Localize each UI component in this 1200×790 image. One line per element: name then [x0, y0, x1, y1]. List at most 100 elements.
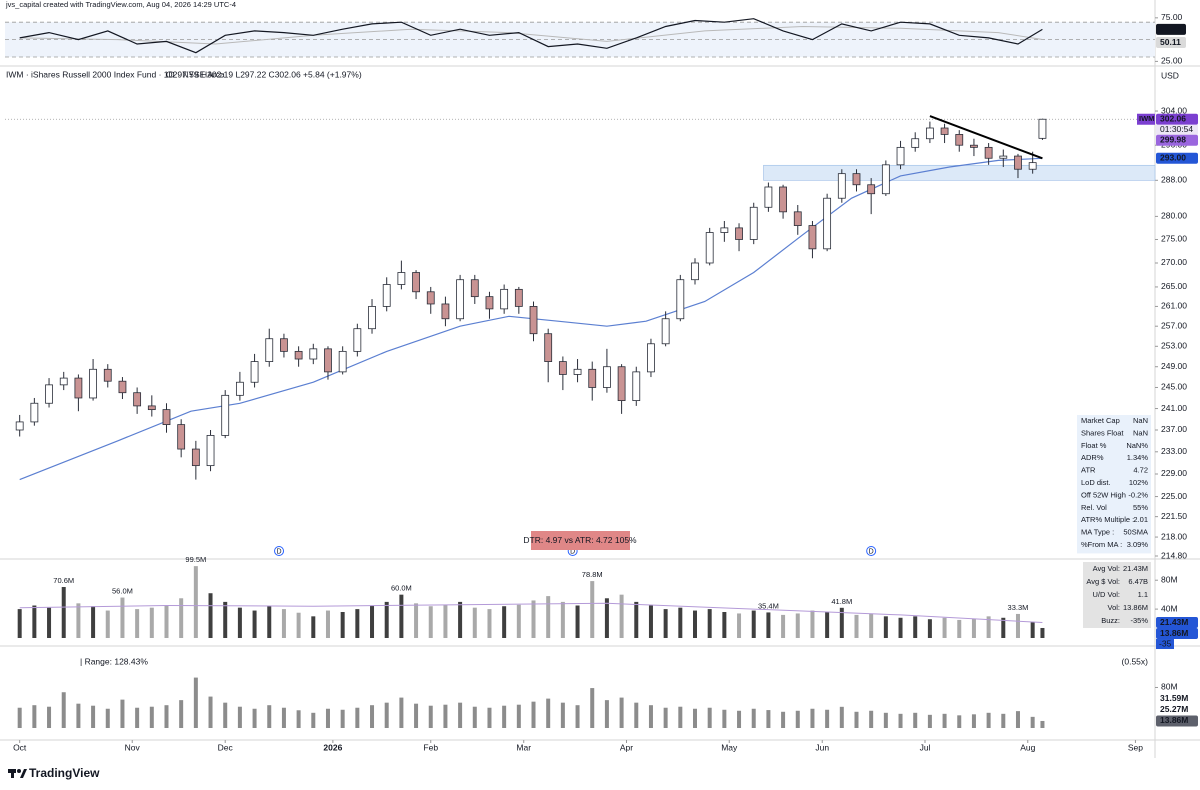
candle-body	[162, 409, 171, 426]
range-bar	[355, 707, 360, 728]
y-tick-label: 253.00	[1161, 341, 1187, 351]
y-tick-label: 275.00	[1161, 234, 1187, 244]
x-tick-label: Aug	[1020, 742, 1035, 752]
x-tick-label: Jun	[815, 742, 829, 752]
dividend-label: D	[570, 548, 575, 555]
y-tick-label: 40M	[1161, 603, 1178, 613]
candle-body	[1028, 162, 1037, 170]
dividend-label: D	[869, 548, 874, 555]
y-tick-label: 75.00	[1161, 12, 1183, 22]
candle-body	[382, 284, 391, 307]
volume-bar	[223, 601, 228, 638]
range-bar	[399, 697, 404, 728]
range-bar	[722, 709, 727, 728]
volume-bar	[854, 614, 859, 638]
candle-body	[837, 173, 846, 199]
stats-value: -0.2%	[1128, 490, 1148, 499]
x-tick-label: May	[721, 742, 738, 752]
range-bar	[340, 709, 345, 728]
stats-label: MA Type :	[1081, 528, 1114, 537]
x-tick-label: Sep	[1128, 742, 1143, 752]
volume-bar	[648, 605, 653, 638]
range-bar	[76, 703, 81, 728]
y-tick-label: 237.00	[1161, 424, 1187, 434]
range-bar	[942, 713, 947, 728]
volume-label: 35.4M	[758, 601, 779, 610]
volume-bar	[693, 610, 697, 638]
stats-box	[1077, 415, 1151, 554]
volume-label: 33.3M	[1008, 603, 1029, 612]
volume-bar	[91, 606, 96, 638]
range-bar	[428, 705, 433, 728]
stats-value: NaN	[1133, 416, 1148, 425]
range-bar	[252, 708, 257, 728]
range-bar	[516, 704, 521, 728]
stats-label: Rel. Vol	[1081, 503, 1107, 512]
candle-body	[294, 350, 303, 360]
candle-body	[485, 296, 494, 310]
y-tick-label: 80M	[1161, 574, 1178, 584]
symbol-tag: IWM	[1139, 114, 1154, 123]
range-bar	[487, 707, 492, 728]
candle-body	[705, 232, 714, 264]
stats-label: ATR% Multiple :	[1081, 515, 1134, 524]
range-bar	[751, 708, 756, 728]
candle-body	[823, 197, 832, 250]
rsi-line	[19, 18, 1043, 54]
dtr-box	[531, 531, 630, 550]
range-bar	[810, 708, 815, 728]
range-bar	[825, 709, 830, 728]
stats-label: Off 52W High	[1081, 490, 1126, 499]
volume-label: 70.6M	[53, 576, 74, 585]
candle-body	[59, 377, 68, 386]
candle-body	[661, 318, 670, 345]
volume-bar	[781, 614, 786, 638]
range-bar	[105, 708, 110, 728]
candle-body	[514, 288, 523, 307]
volume-stats-value: 1.1	[1138, 590, 1148, 599]
price-badge	[1156, 704, 1198, 716]
volume-ma	[19, 602, 1043, 623]
stats-label: ATR	[1081, 466, 1096, 475]
volume-bar	[267, 605, 272, 638]
range-bar	[927, 714, 932, 728]
volume-stats-label: Vol:	[1107, 603, 1120, 612]
x-tick-label: Mar	[516, 742, 531, 752]
candle-body	[691, 262, 699, 281]
range-bar	[311, 712, 316, 728]
stats-value: 1.34%	[1127, 453, 1149, 462]
y-tick-label: 225.00	[1161, 491, 1187, 501]
candle-body	[500, 288, 509, 310]
candle-body	[881, 164, 890, 195]
candle-body	[353, 328, 362, 352]
volume-stats-label: U/D Vol:	[1092, 590, 1120, 599]
volume-bar	[575, 605, 580, 638]
price-badge	[1156, 23, 1186, 35]
range-bar	[472, 706, 477, 728]
stats-label: Float %	[1081, 441, 1107, 450]
price-badge-label: 13.86M	[1160, 628, 1188, 638]
price-badge	[1156, 113, 1198, 125]
range-bar	[957, 715, 962, 728]
range-bar	[135, 707, 140, 728]
logo-part	[11, 769, 14, 778]
volume-stats-box	[1083, 562, 1151, 628]
stats-value: 3.09%	[1127, 540, 1149, 549]
candle-body	[749, 206, 758, 240]
logo-part	[17, 769, 21, 773]
range-bar	[223, 702, 228, 728]
range-bar	[781, 711, 786, 728]
volume-bar	[149, 607, 154, 638]
volume-bar	[619, 594, 624, 638]
range-bar	[296, 710, 301, 728]
candle-body	[470, 279, 479, 298]
volume-bar	[795, 613, 800, 638]
candle-body	[764, 186, 773, 208]
y-tick-label: 25.00	[1161, 56, 1183, 66]
volume-bar	[913, 616, 918, 638]
candle-body	[558, 361, 567, 375]
x-tick-label: Apr	[620, 742, 633, 752]
candle-body	[1038, 118, 1047, 139]
volume-bar	[898, 617, 903, 638]
